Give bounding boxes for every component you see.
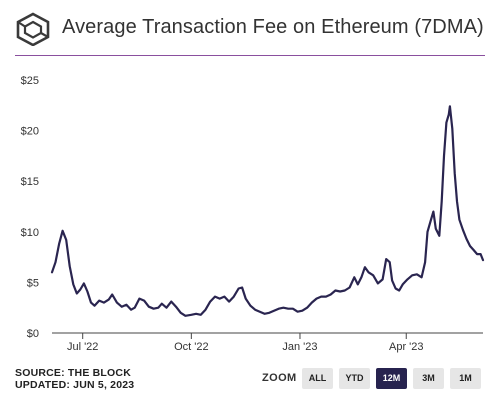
chart-header: Average Transaction Fee on Ethereum (7DM… <box>0 0 500 56</box>
chart-title: Average Transaction Fee on Ethereum (7DM… <box>62 16 484 38</box>
updated-label: UPDATED: JUN 5, 2023 <box>15 379 135 391</box>
x-tick-label: Jul '22 <box>67 341 98 353</box>
source-label: SOURCE: THE BLOCK <box>15 367 131 379</box>
title-divider <box>15 55 485 56</box>
source-note: SOURCE: THE BLOCK UPDATED: JUN 5, 2023 <box>15 367 134 391</box>
y-tick-label: $0 <box>27 328 39 340</box>
x-tick-label: Apr '23 <box>389 341 424 353</box>
series-line <box>50 105 485 317</box>
y-tick-label: $10 <box>21 227 39 239</box>
zoom-12m-button[interactable]: 12M <box>376 368 407 389</box>
zoom-3m-button[interactable]: 3M <box>413 368 444 389</box>
y-tick-label: $15 <box>21 176 39 188</box>
y-tick-label: $25 <box>21 75 39 87</box>
zoom-label: ZOOM <box>262 372 297 384</box>
line-chart: $0 $5 $10 $15 $20 $25 Jul '22 Oct '22 Jan '23 Apr… <box>21 75 485 353</box>
zoom-all-button[interactable]: ALL <box>302 368 333 389</box>
zoom-1m-button[interactable]: 1M <box>450 368 481 389</box>
y-tick-label: $20 <box>21 126 39 138</box>
x-tick-label: Jan '23 <box>282 341 317 353</box>
cube-icon <box>16 12 50 46</box>
zoom-ytd-button[interactable]: YTD <box>339 368 370 389</box>
x-tick-label: Oct '22 <box>174 341 209 353</box>
y-tick-label: $5 <box>27 277 39 289</box>
